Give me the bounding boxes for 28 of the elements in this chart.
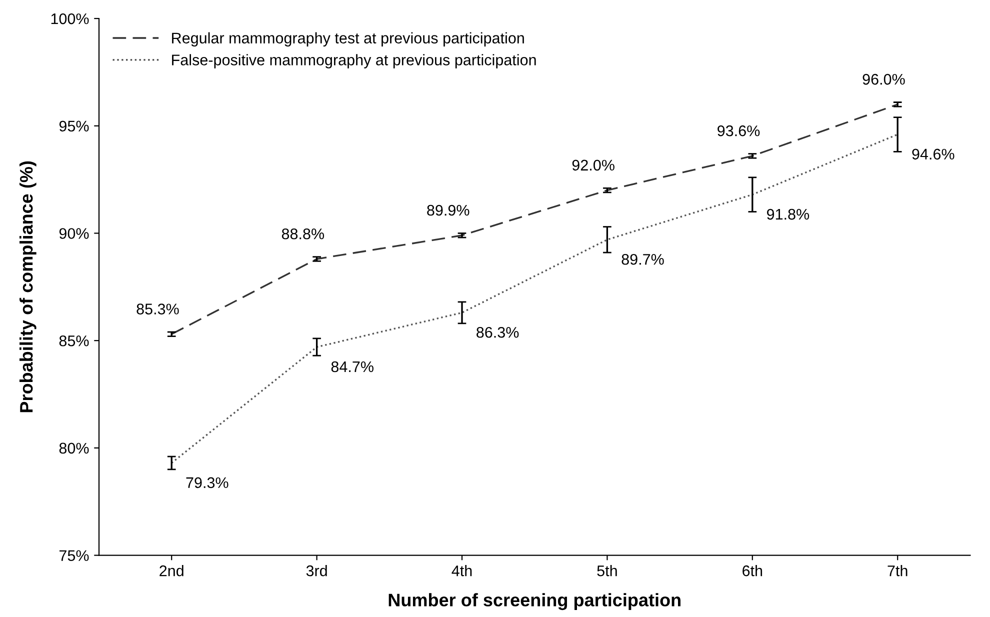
data-label: 85.3% xyxy=(136,304,179,314)
y-axis-title: Probability of compliance (%) xyxy=(19,161,36,412)
data-label: 89.9% xyxy=(427,204,470,216)
legend-label: False-positive mammography at previous participation xyxy=(172,54,536,68)
data-label: 84.7% xyxy=(331,361,374,372)
y-tick-label: 90% xyxy=(59,228,89,239)
y-tick-label: 80% xyxy=(59,442,89,454)
data-label: 94.6% xyxy=(912,148,954,160)
legend-label: Regular mammography test at previous participation xyxy=(172,32,524,46)
data-label: 88.8% xyxy=(282,228,324,240)
data-label: 92.0% xyxy=(572,160,614,171)
x-tick-label: 4th xyxy=(452,565,472,576)
x-tick-label: 2nd xyxy=(160,565,184,576)
y-tick-label: 95% xyxy=(59,120,89,132)
y-tick-label: 85% xyxy=(59,335,89,346)
x-tick-label: 3rd xyxy=(306,565,327,576)
x-tick-label: 6th xyxy=(742,565,762,576)
x-tick-label: 5th xyxy=(597,565,617,576)
x-axis-title: Number of screening participation xyxy=(388,593,680,610)
data-label: 79.3% xyxy=(186,477,228,488)
y-tick-label: 75% xyxy=(59,550,89,561)
x-tick-label: 7th xyxy=(888,565,908,576)
data-label: 89.7% xyxy=(622,254,664,265)
data-label: 93.6% xyxy=(718,125,760,136)
data-label: 86.3% xyxy=(476,326,519,338)
y-tick-label: 100% xyxy=(51,13,89,24)
data-label: 91.8% xyxy=(767,208,810,220)
data-label: 96.0% xyxy=(862,74,905,85)
